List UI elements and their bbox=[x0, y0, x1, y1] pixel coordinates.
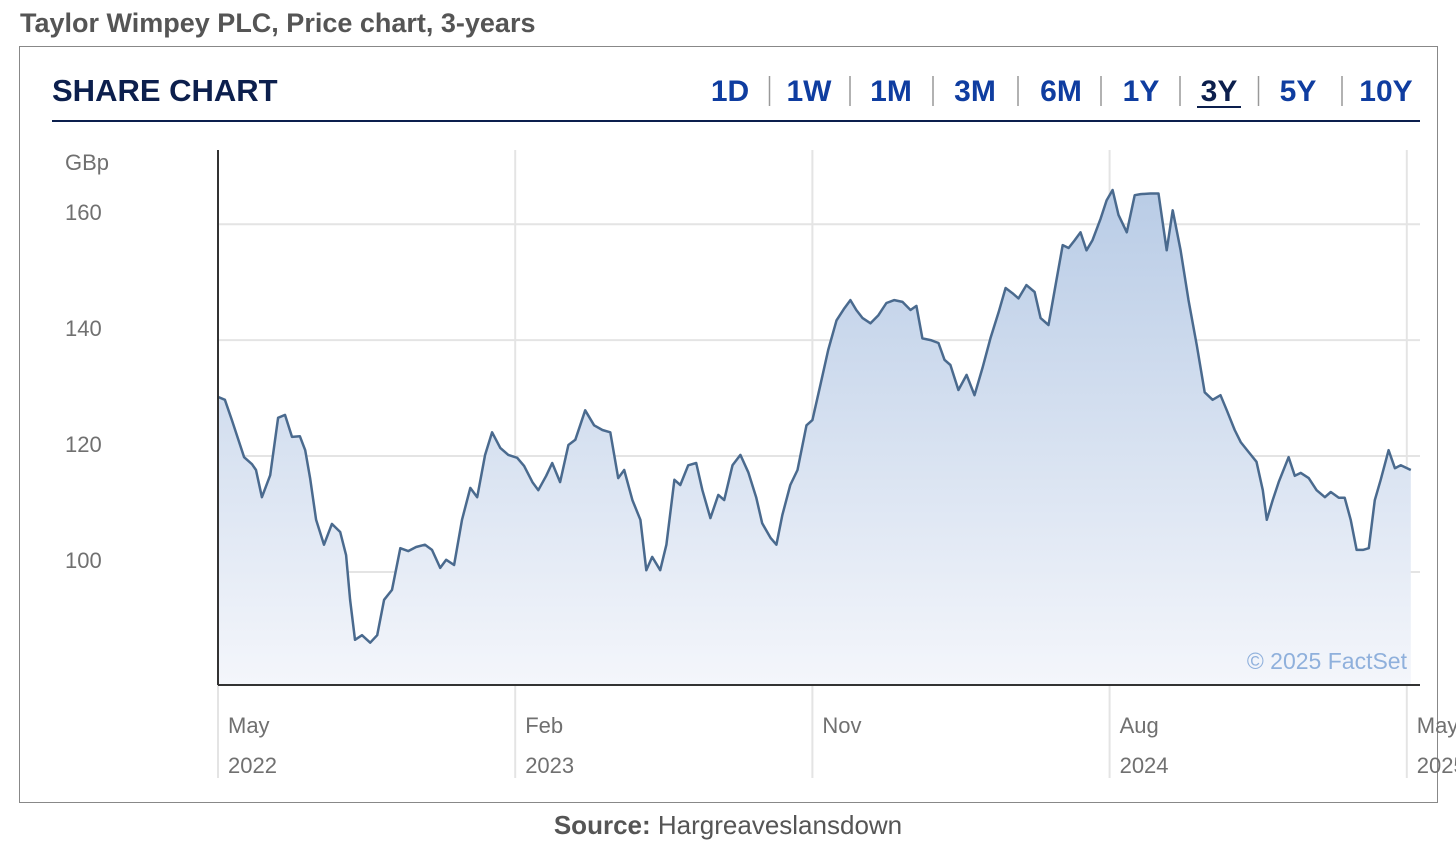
chart-frame bbox=[19, 46, 1438, 803]
x-tick-year: 2024 bbox=[1120, 753, 1169, 778]
price-line bbox=[217, 188, 1412, 644]
copyright-note: © 2025 FactSet bbox=[1247, 648, 1408, 674]
y-tick-label: 100 bbox=[65, 548, 102, 573]
range-button[interactable]: 5Y bbox=[1280, 75, 1317, 108]
source-label: Source: bbox=[554, 810, 651, 840]
x-tick-label: May bbox=[1417, 713, 1456, 738]
x-tick-label: Feb bbox=[525, 713, 563, 738]
x-tick-label: Nov bbox=[822, 713, 861, 738]
y-tick-label: 120 bbox=[65, 432, 102, 457]
source-text: Hargreaveslansdown bbox=[658, 810, 902, 840]
range-button[interactable]: 1Y bbox=[1123, 75, 1160, 108]
y-tick-label: 140 bbox=[65, 316, 102, 341]
plot: GBp 100 120 140 160 May 2022 Feb 2023 Nov Aug 2024 M… bbox=[65, 150, 1456, 778]
range-button[interactable]: 3Y bbox=[1201, 75, 1238, 108]
y-unit-label: GBp bbox=[65, 150, 109, 175]
chart-title: SHARE CHART bbox=[52, 73, 278, 108]
x-tick-year: 2025 bbox=[1417, 753, 1456, 778]
range-button[interactable]: 1D bbox=[711, 75, 749, 108]
source-line: Source: Hargreaveslansdown bbox=[554, 810, 902, 840]
range-button[interactable]: 10Y bbox=[1359, 75, 1412, 108]
y-tick-label: 160 bbox=[65, 200, 102, 225]
page-title: Taylor Wimpey PLC, Price chart, 3-years bbox=[20, 8, 535, 38]
x-tick-year: 2023 bbox=[525, 753, 574, 778]
range-button[interactable]: 6M bbox=[1040, 75, 1082, 108]
x-tick-label: May bbox=[228, 713, 270, 738]
range-button[interactable]: 3M bbox=[954, 75, 996, 108]
range-button[interactable]: 1W bbox=[787, 75, 833, 108]
price-area bbox=[218, 190, 1411, 685]
x-tick-label: Aug bbox=[1120, 713, 1159, 738]
x-tick-year: 2022 bbox=[228, 753, 277, 778]
range-button[interactable]: 1M bbox=[870, 75, 912, 108]
